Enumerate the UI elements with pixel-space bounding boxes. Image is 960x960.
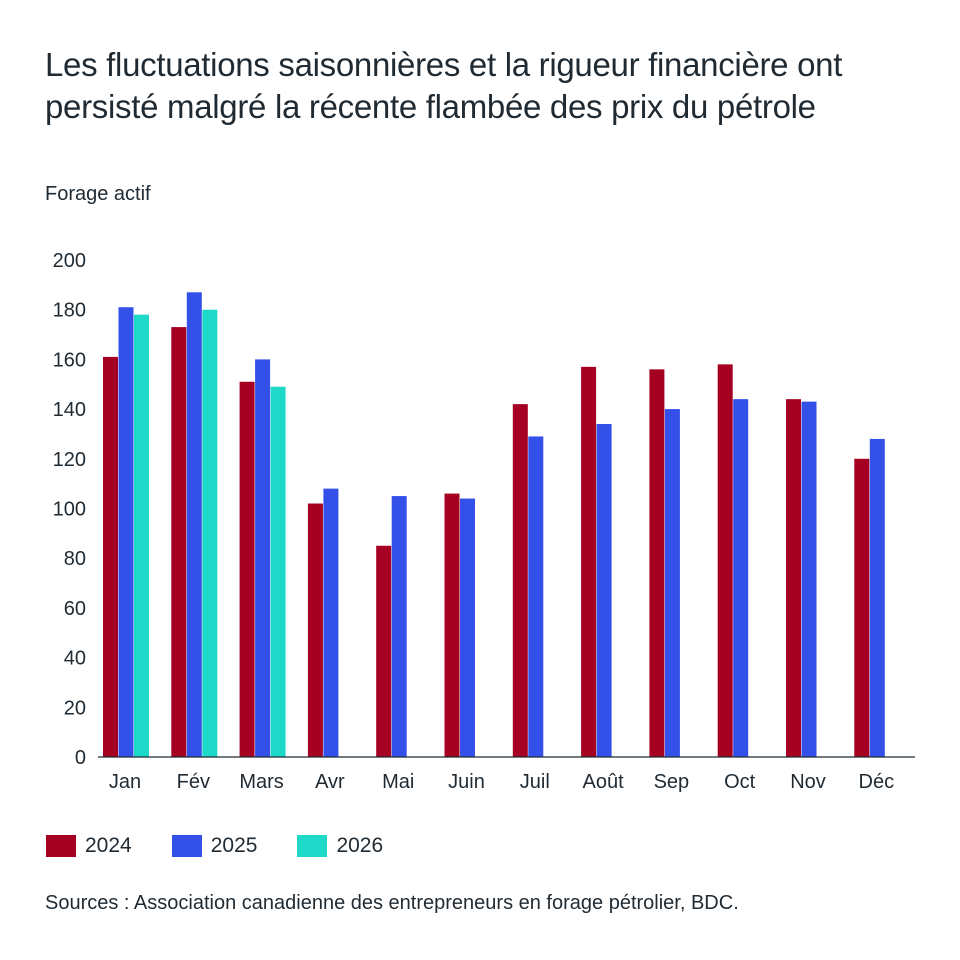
bar-2024-Nov [786, 399, 801, 757]
x-tick-label: Juin [448, 771, 485, 793]
bar-2026-Fév [202, 309, 218, 757]
x-tick-label: Juil [520, 771, 550, 793]
bar-2024-Juin [444, 493, 460, 757]
y-axis: 0 20 40 60 80 100 120 140 160 180 200 [53, 250, 86, 769]
legend-label: 2025 [210, 834, 258, 857]
bar-2024-Avr [307, 503, 323, 757]
x-tick-label: Déc [859, 771, 895, 793]
legend-label: 2026 [336, 834, 384, 857]
y-tick-label: 180 [53, 300, 86, 322]
x-tick-label: Avr [315, 771, 345, 793]
bar-2025-Jan [118, 307, 134, 757]
legend-swatch-2026 [297, 835, 328, 857]
y-tick-label: 20 [64, 697, 86, 719]
legend-swatch-2024 [46, 835, 76, 857]
bar-2024-Août [581, 366, 597, 757]
y-tick-label: 100 [53, 499, 86, 521]
bar-2025-Mars [255, 359, 271, 757]
bar-2025-Fév [186, 292, 202, 757]
bars [103, 292, 885, 757]
bar-2024-Mars [239, 381, 255, 757]
x-tick-label: Jan [109, 771, 141, 793]
source-note: Sources : Association canadienne des ent… [45, 892, 739, 914]
legend-item-2026: 2026 [297, 834, 383, 858]
bar-2024-Déc [854, 458, 870, 757]
bar-2026-Mars [270, 386, 286, 757]
y-tick-label: 140 [53, 399, 86, 421]
bar-chart: 0 20 40 60 80 100 120 140 160 180 200 Jan Fév Mars Av… [53, 250, 915, 793]
bar-2024-Fév [171, 327, 187, 757]
x-tick-label: Mars [239, 771, 283, 793]
bar-2025-Déc [869, 438, 885, 757]
bar-2025-Avr [323, 488, 339, 757]
y-tick-label: 0 [75, 747, 86, 769]
bar-2025-Août [596, 424, 612, 757]
x-tick-label: Oct [724, 771, 756, 793]
bar-2025-Juin [460, 498, 475, 757]
x-tick-label: Sep [654, 771, 690, 793]
bar-2024-Sep [649, 369, 665, 757]
bar-2025-Juil [528, 436, 544, 757]
bar-2025-Sep [664, 409, 680, 757]
chart-subtitle: Forage actif [45, 183, 151, 205]
y-tick-label: 40 [64, 648, 86, 670]
x-tick-label: Nov [790, 771, 826, 793]
bar-2026-Jan [134, 314, 149, 757]
legend-item-2025: 2025 [171, 834, 258, 858]
y-tick-label: 60 [64, 598, 86, 620]
legend: 2024 2025 2026 [46, 834, 423, 858]
x-tick-label: Août [583, 771, 625, 793]
bar-2025-Oct [733, 399, 749, 757]
y-tick-label: 200 [53, 250, 86, 272]
legend-swatch-2025 [171, 835, 202, 857]
legend-item-2024: 2024 [46, 834, 132, 858]
y-tick-label: 80 [64, 548, 86, 570]
bar-2024-Juil [512, 404, 528, 757]
legend-label: 2024 [85, 834, 132, 857]
bar-2024-Jan [103, 356, 118, 757]
y-tick-label: 160 [53, 349, 86, 371]
y-tick-label: 120 [53, 449, 86, 471]
chart-title: Les fluctuations saisonnières et la rigu… [45, 46, 843, 125]
x-tick-label: Mai [382, 771, 414, 793]
x-axis: Jan Fév Mars Avr Mai Juin Juil Août Sep Oct Nov Déc [109, 771, 894, 793]
bar-2024-Oct [717, 364, 733, 757]
x-tick-label: Fév [177, 771, 210, 793]
bar-2024-Mai [376, 545, 392, 757]
bar-2025-Nov [801, 401, 817, 757]
bar-2025-Mai [391, 496, 407, 757]
